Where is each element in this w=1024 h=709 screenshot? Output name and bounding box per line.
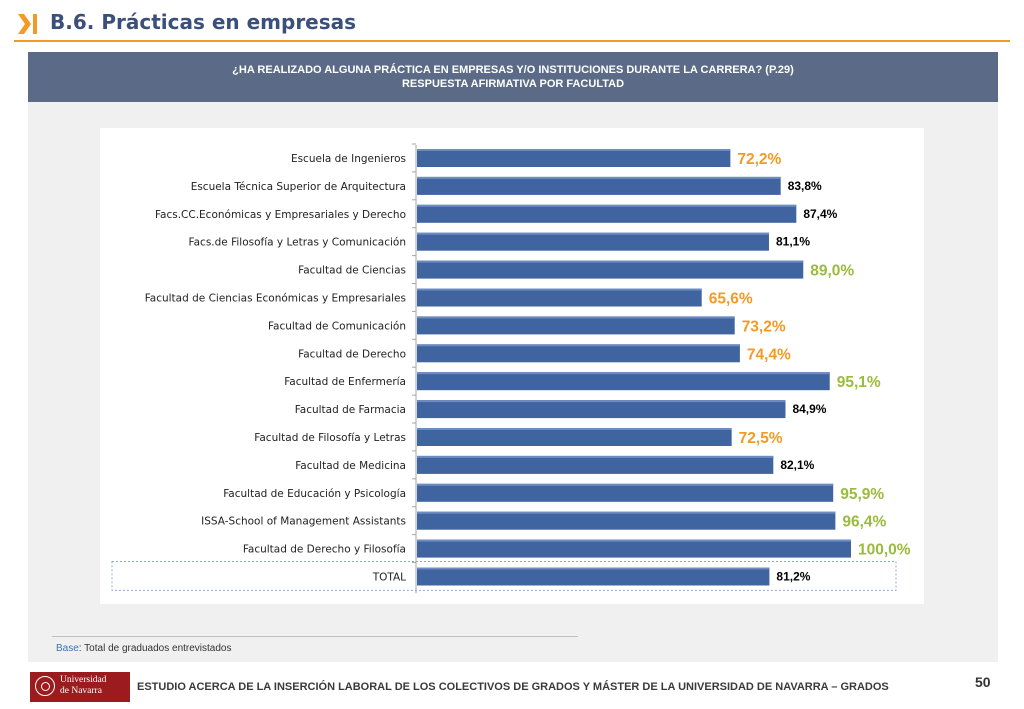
bar (417, 567, 770, 586)
category-label: Facs.CC.Económicas y Empresariales y Der… (155, 209, 406, 221)
seal-icon (35, 676, 55, 696)
category-label: Facultad de Medicina (295, 460, 406, 472)
data-label: 89,0% (810, 263, 854, 280)
bar (417, 372, 830, 391)
bar-highlight (417, 455, 774, 458)
data-label: 65,6% (709, 291, 753, 308)
bar-highlight (417, 511, 836, 514)
university-logo: Universidad de Navarra (30, 672, 130, 702)
category-label: Facs.de Filosofía y Letras y Comunicació… (189, 237, 406, 249)
bar-highlight (417, 400, 786, 403)
data-label: 100,0% (858, 542, 911, 559)
footer-text: ESTUDIO ACERCA DE LA INSERCIÓN LABORAL D… (137, 681, 889, 693)
question-subtitle: RESPUESTA AFIRMATIVA POR FACULTAD (401, 78, 625, 90)
bar-highlight (417, 428, 732, 430)
bar (417, 149, 731, 167)
logo-line-1: Universidad (60, 675, 107, 685)
base-divider (52, 636, 578, 637)
data-label: 81,1% (776, 235, 810, 249)
bar-chart: Escuela de Ingenieros 72,2% Escuela Técnic… (111, 143, 911, 594)
base-text: : Total de graduados entrevistados (78, 643, 232, 654)
question-text: ¿HA REALIZADO ALGUNA PRÁCTICA EN EMPRESA… (232, 64, 794, 76)
bar (417, 511, 836, 530)
data-label: 84,9% (792, 402, 826, 416)
category-label: Facultad de Ciencias Económicas y Empres… (145, 293, 406, 305)
page-title: B.6. Prácticas en empresas (50, 10, 357, 34)
bar-highlight (417, 372, 830, 375)
bar (417, 232, 769, 251)
bar-highlight (417, 344, 740, 347)
data-label: 82,1% (780, 458, 814, 472)
chart-panel: Escuela de Ingenieros 72,2% Escuela Técnic… (100, 128, 924, 604)
data-label: 81,2% (776, 570, 810, 584)
bar-highlight (417, 483, 834, 486)
bar-highlight (417, 149, 731, 151)
data-label: 87,4% (803, 207, 837, 221)
category-label: Escuela de Ingenieros (291, 153, 406, 165)
question-header: ¿HA REALIZADO ALGUNA PRÁCTICA EN EMPRESA… (28, 52, 998, 102)
total-highlight-box (111, 561, 897, 591)
category-label: Facultad de Enfermería (284, 376, 406, 388)
bar-highlight (417, 204, 797, 207)
data-label: 95,1% (837, 374, 881, 391)
category-label: Facultad de Derecho (298, 348, 406, 360)
bar (417, 176, 781, 195)
bar (417, 204, 797, 223)
data-label: 72,5% (739, 430, 783, 447)
category-label: Facultad de Farmacia (295, 404, 406, 416)
category-label: Facultad de Derecho y Filosofía (243, 544, 406, 556)
bar-highlight (417, 316, 735, 319)
bar-highlight (417, 539, 851, 542)
data-label: 83,8% (788, 179, 822, 193)
bar (417, 260, 804, 279)
bar (417, 316, 735, 335)
page-number: 50 (975, 674, 991, 690)
data-label: 73,2% (742, 318, 786, 335)
base-label: Base (56, 643, 79, 654)
bar (417, 539, 851, 558)
logo-text: Universidad de Navarra (60, 675, 106, 697)
logo-line-2: de Navarra (60, 686, 102, 696)
bar-highlight (417, 567, 770, 570)
bar (417, 483, 834, 502)
title-divider (14, 40, 1010, 42)
category-label: Facultad de Comunicación (268, 320, 406, 332)
category-label: Facultad de Ciencias (298, 265, 406, 277)
data-label: 95,9% (840, 486, 884, 503)
bar (417, 344, 740, 363)
category-label: ISSA-School of Management Assistants (201, 516, 406, 528)
category-label: TOTAL (372, 572, 406, 584)
data-label: 72,2% (737, 151, 781, 168)
chevron-logo-icon (18, 14, 37, 34)
data-label: 74,4% (747, 346, 791, 363)
bar-highlight (417, 176, 781, 179)
category-label: Facultad de Educación y Psicología (223, 488, 406, 500)
bar-highlight (417, 232, 769, 235)
bar (417, 288, 702, 307)
bar-highlight (417, 288, 702, 291)
category-label: Facultad de Filosofía y Letras (254, 432, 406, 444)
base-note: Base: Total de graduados entrevistados (56, 643, 232, 654)
bar (417, 400, 786, 419)
bar (417, 455, 774, 474)
bar (417, 428, 732, 446)
category-label: Escuela Técnica Superior de Arquitectura (191, 181, 406, 193)
bar-highlight (417, 260, 804, 263)
data-label: 96,4% (842, 514, 886, 531)
